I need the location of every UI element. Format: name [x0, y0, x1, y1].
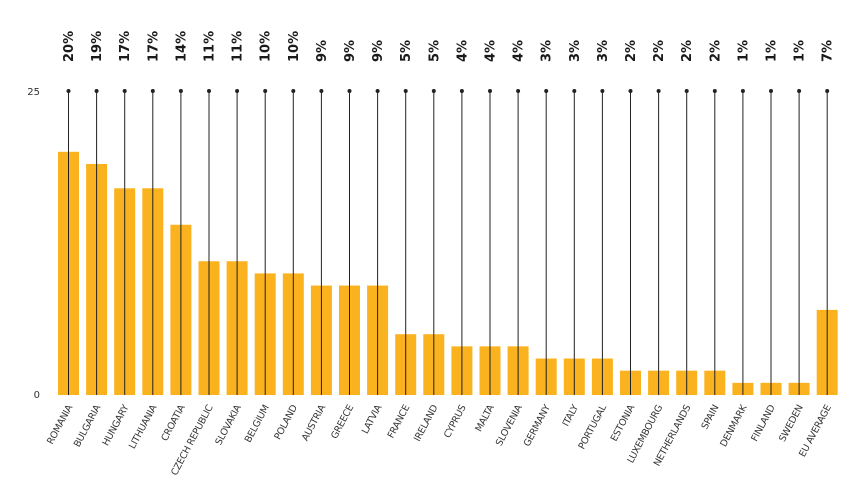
value-label: 2% [680, 40, 695, 62]
stem-dot [66, 89, 71, 93]
category-label: CROATIA [159, 403, 188, 444]
value-label: 9% [343, 40, 358, 62]
value-label: 17% [118, 31, 133, 62]
category-label: SWEDEN [777, 403, 806, 444]
stem-dot [291, 89, 296, 93]
value-label: 5% [427, 40, 442, 62]
y-tick-label-max: 25 [27, 87, 40, 98]
category-label: HUNGARY [101, 403, 132, 448]
value-label: 14% [174, 31, 189, 62]
stem-dot [769, 89, 773, 93]
stem-dot [459, 89, 464, 93]
value-label: 3% [596, 40, 611, 62]
category-label: GREECE [329, 403, 356, 441]
category-label: PORTUGAL [577, 402, 610, 451]
category-label: BULGARIA [72, 403, 104, 450]
value-label: 10% [287, 31, 302, 62]
value-label: 17% [146, 31, 161, 62]
value-label: 20% [62, 31, 77, 62]
stem-dot [94, 89, 99, 93]
value-label: 1% [736, 40, 751, 62]
value-label: 4% [484, 40, 499, 62]
stem-dot [797, 89, 802, 93]
value-label: 9% [315, 40, 330, 62]
stems-group [66, 89, 830, 395]
category-label: SPAIN [700, 403, 722, 431]
value-label: 7% [821, 40, 836, 62]
category-label: DENMARK [718, 402, 750, 449]
stem-dot [684, 89, 689, 93]
value-label: 5% [399, 40, 414, 62]
stem-dot [347, 89, 352, 93]
category-label: FINLAND [749, 403, 777, 443]
value-label: 10% [259, 31, 274, 62]
category-label: MALTA [473, 403, 497, 434]
category-label: ROMANIA [45, 403, 75, 447]
category-label: IRELAND [412, 403, 440, 443]
value-label: 2% [708, 40, 723, 62]
stem-dot [740, 89, 745, 93]
stem-dot [403, 89, 408, 93]
value-labels-group: 20% 19% 17% 17% 14% 11% 11% 10% 10% 9% 9% 9% 5% 5% 4% 4… [62, 31, 836, 62]
category-label: POLAND [272, 403, 299, 442]
stem-dot [600, 89, 605, 93]
value-label: 2% [624, 40, 639, 62]
category-label: AUSTRIA [300, 403, 328, 443]
stem-dot [656, 89, 661, 93]
stem-dot [516, 89, 521, 93]
category-label: BELGIUM [243, 403, 272, 444]
stem-dot [235, 89, 240, 93]
value-label: 3% [540, 40, 555, 62]
stem-dot [178, 89, 183, 93]
category-label: ESTONIA [609, 403, 638, 444]
category-label: SLOVAKIA [213, 403, 244, 448]
value-label: 9% [371, 40, 386, 62]
y-tick-label-min: 0 [34, 390, 40, 401]
y-axis: 25 0 [27, 87, 40, 401]
value-label: 1% [793, 40, 808, 62]
category-label: ITALY [561, 403, 582, 429]
stem-dot [628, 89, 633, 93]
stem-dot [572, 89, 577, 93]
category-label: SLOVENIA [494, 403, 525, 448]
stem-dot [319, 89, 324, 93]
stem-dot [207, 89, 211, 93]
category-label: GERMANY [522, 403, 553, 449]
stem-dot [488, 89, 492, 93]
stem-dot [431, 89, 436, 93]
value-label: 3% [568, 40, 583, 62]
value-label: 19% [90, 31, 105, 62]
value-label: 11% [231, 31, 246, 62]
stem-dot [712, 89, 717, 93]
category-label: FRANCE [386, 403, 413, 440]
stem-dot [122, 89, 127, 93]
value-label: 4% [512, 40, 527, 62]
value-label: 1% [765, 40, 780, 62]
category-label: LITHUANIA [127, 403, 160, 451]
category-label: LATVIA [360, 403, 385, 436]
stem-dot [375, 89, 380, 93]
stem-dot [825, 89, 830, 93]
stem-dot [544, 89, 549, 93]
value-label: 2% [652, 40, 667, 62]
bars-group [58, 151, 838, 395]
stem-dot [263, 89, 268, 93]
value-label: 11% [203, 31, 218, 62]
stem-dot [150, 89, 155, 93]
category-label: CYPRUS [442, 403, 469, 440]
value-label: 4% [455, 40, 470, 62]
